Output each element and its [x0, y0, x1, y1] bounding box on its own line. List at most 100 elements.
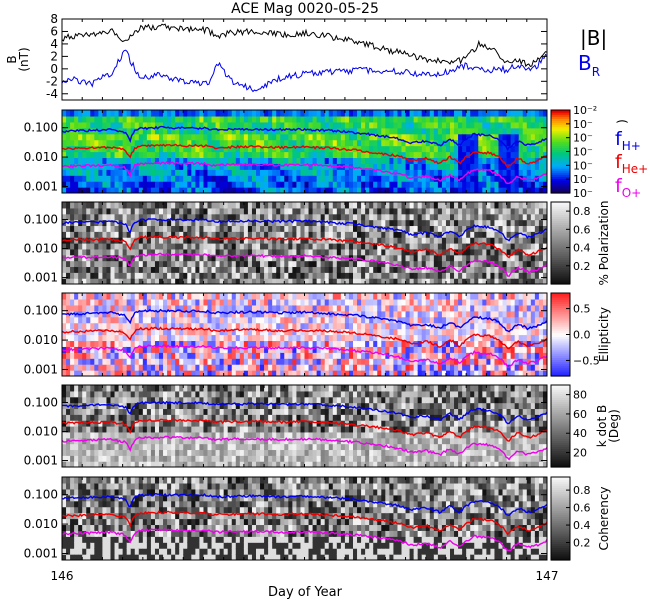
heatmap-cell	[130, 293, 136, 300]
heatmap-cell	[389, 293, 395, 300]
heatmap-cell	[126, 293, 132, 300]
heatmap-cell	[122, 328, 128, 336]
heatmap-cell	[130, 181, 136, 188]
heatmap-cell	[110, 133, 116, 141]
heatmap-cell	[199, 110, 205, 117]
heatmap-cell	[118, 213, 124, 221]
heatmap-cell	[134, 139, 140, 147]
heatmap-cell	[332, 266, 338, 273]
heatmap-cell	[256, 225, 261, 232]
heatmap-cell	[219, 145, 225, 153]
heatmap-cell	[344, 225, 350, 232]
heatmap-cell	[320, 219, 326, 227]
heatmap-cell	[243, 231, 249, 238]
heatmap-cell	[365, 115, 370, 123]
heatmap-cell	[171, 237, 176, 244]
heatmap-cell	[260, 231, 265, 238]
heatmap-cell	[203, 278, 209, 284]
heatmap-cell	[284, 304, 289, 312]
heatmap-cell	[308, 121, 314, 129]
heatmap-cell	[247, 310, 253, 318]
heatmap-cell	[433, 225, 439, 232]
heatmap-cell	[256, 346, 261, 353]
heatmap-cell	[203, 133, 209, 141]
heatmap-cell	[482, 181, 487, 188]
heatmap-cell	[458, 115, 463, 123]
heatmap-cell	[175, 370, 180, 376]
heatmap-cell	[401, 231, 407, 238]
heatmap-cell	[203, 260, 209, 268]
heatmap-cell	[304, 231, 310, 238]
heatmap-cell	[163, 202, 168, 209]
heatmap-cell	[207, 370, 213, 376]
heatmap-cell	[138, 157, 144, 164]
heatmap-cell	[510, 266, 516, 273]
heatmap-cell	[340, 151, 346, 159]
heatmap-cell	[82, 352, 87, 359]
heatmap-cell	[462, 115, 467, 123]
heatmap-cell	[110, 202, 116, 209]
heatmap-cell	[445, 187, 451, 193]
heatmap-cell	[134, 328, 140, 336]
heatmap-cell	[344, 151, 350, 159]
heatmap-cell	[462, 175, 467, 182]
heatmap-cell	[357, 272, 362, 279]
heatmap-cell	[296, 352, 302, 359]
heatmap-cell	[458, 145, 463, 153]
heatmap-cell	[183, 237, 188, 244]
heatmap-cell	[393, 310, 399, 318]
heatmap-cell	[207, 364, 213, 371]
heatmap-cell	[280, 110, 285, 117]
heatmap-cell	[126, 175, 132, 182]
colorbar-swatch	[551, 114, 570, 117]
heatmap-cell	[445, 110, 451, 117]
heatmap-cell	[518, 260, 524, 268]
heatmap-cell	[433, 370, 439, 376]
heatmap-cell	[78, 157, 83, 164]
heatmap-cell	[332, 231, 338, 238]
heatmap-cell	[385, 127, 390, 135]
heatmap-cell	[102, 145, 108, 153]
heatmap-cell	[150, 169, 156, 176]
heatmap-cell	[74, 169, 79, 176]
heatmap-cell	[369, 328, 374, 336]
heatmap-cell	[223, 364, 229, 371]
heatmap-cell	[70, 316, 75, 324]
heatmap-cell	[179, 310, 184, 318]
heatmap-cell	[328, 334, 334, 342]
heatmap-cell	[130, 231, 136, 238]
y-tick-label: -4	[46, 87, 58, 101]
heatmap-cell	[470, 237, 475, 244]
heatmap-cell	[389, 346, 395, 353]
heatmap-cell	[425, 248, 431, 256]
heatmap-cell	[276, 127, 281, 135]
heatmap-cell	[405, 207, 411, 215]
heatmap-cell	[462, 157, 467, 164]
colorbar-swatch	[551, 124, 570, 128]
heatmap-cell	[413, 202, 419, 209]
heatmap-cell	[458, 254, 463, 262]
heatmap-cell	[514, 254, 520, 262]
heatmap-cell	[365, 121, 370, 129]
colorbar-swatch	[551, 151, 570, 155]
heatmap-cell	[118, 157, 124, 164]
heatmap-cell	[514, 121, 520, 129]
heatmap-cell	[462, 243, 467, 250]
heatmap-cell	[284, 316, 289, 324]
heatmap-cell	[171, 340, 176, 347]
heatmap-cell	[272, 121, 277, 129]
heatmap-cell	[373, 225, 378, 232]
heatmap-cell	[70, 304, 75, 312]
heatmap-cell	[106, 346, 112, 353]
heatmap-cell	[445, 254, 451, 262]
heatmap-cell	[251, 157, 257, 164]
heatmap-cell	[276, 181, 281, 188]
heatmap-cell	[66, 187, 71, 193]
heatmap-cell	[235, 254, 241, 262]
heatmap-cell	[130, 127, 136, 135]
heatmap-cell	[288, 358, 293, 365]
heatmap-cell	[66, 207, 71, 215]
heatmap-cell	[409, 121, 415, 129]
heatmap-cell	[296, 163, 302, 170]
heatmap-cell	[320, 272, 326, 279]
